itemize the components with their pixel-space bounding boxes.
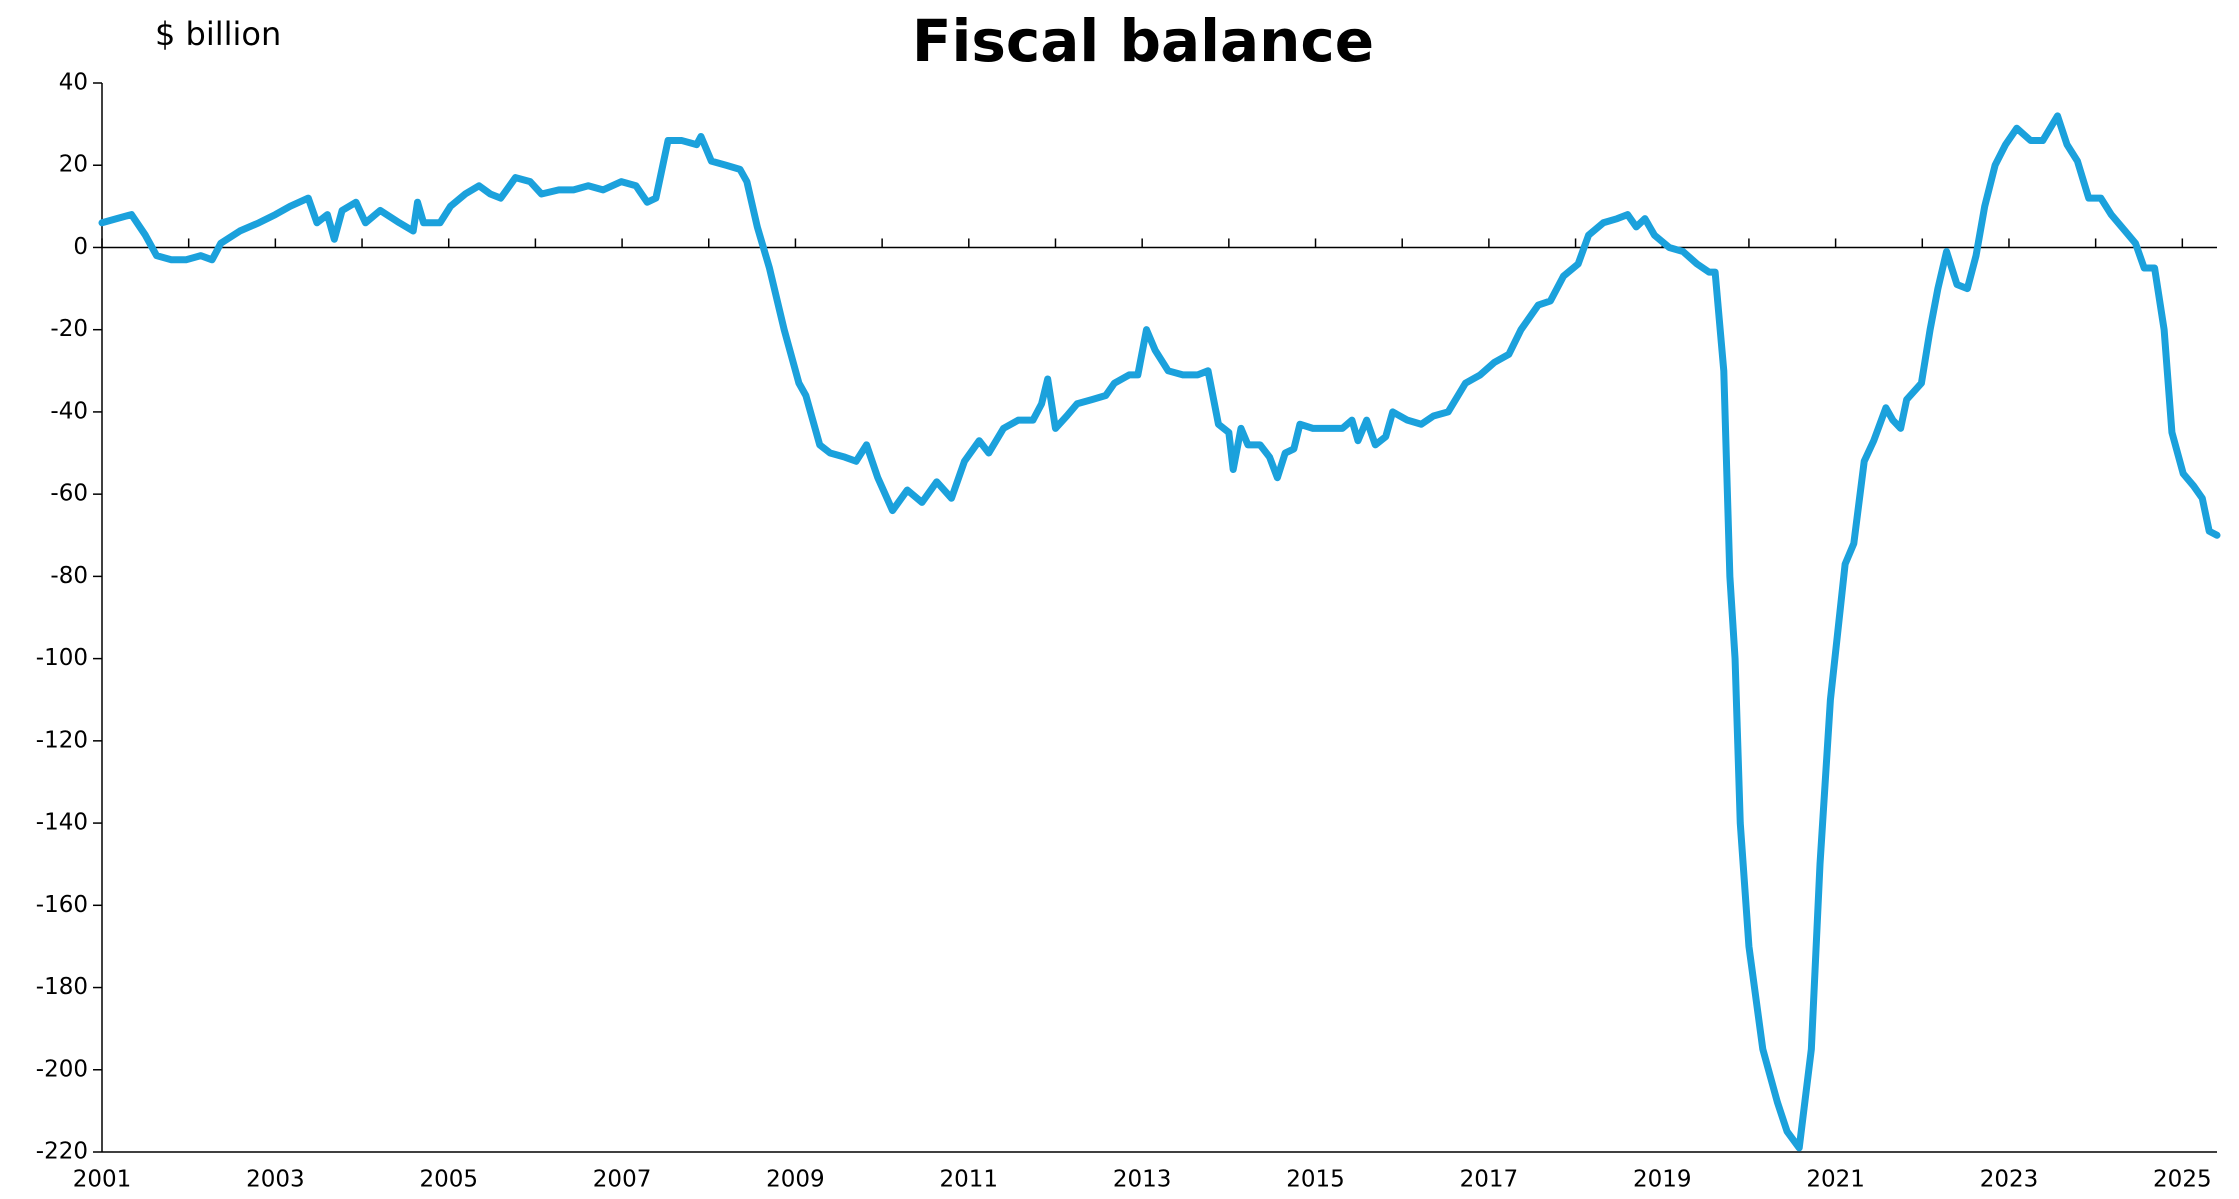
x-tick-label: 2019	[1633, 1167, 1692, 1193]
y-axis-label: $ billion	[155, 15, 281, 53]
y-tick-label: -40	[50, 398, 88, 424]
y-tick-label: -100	[36, 645, 88, 671]
x-tick-label: 2001	[73, 1167, 132, 1193]
chart-title: Fiscal balance	[912, 7, 1374, 75]
x-tick-label: 2005	[419, 1167, 478, 1193]
x-tick-label: 2009	[766, 1167, 825, 1193]
x-tick-label: 2023	[1980, 1167, 2039, 1193]
x-tick-label: 2003	[246, 1167, 305, 1193]
x-tick-label: 2015	[1286, 1167, 1345, 1193]
x-tick-label: 2013	[1113, 1167, 1172, 1193]
x-tick-label: 2017	[1460, 1167, 1519, 1193]
y-tick-label: 40	[59, 70, 88, 96]
y-tick-label: -160	[36, 892, 88, 918]
data-line	[98, 112, 2221, 1152]
x-tick-label: 2011	[940, 1167, 999, 1193]
y-tick-label: -140	[36, 810, 88, 836]
y-tick-label: -180	[36, 974, 88, 1000]
y-tick-label: -60	[50, 481, 88, 507]
x-tick-label: 2021	[1806, 1167, 1865, 1193]
y-tick-label: 20	[59, 152, 88, 178]
y-tick-label: -200	[36, 1056, 88, 1082]
y-tick-label: -20	[50, 316, 88, 342]
y-tick-label: -80	[50, 563, 88, 589]
x-tick-label: 2007	[593, 1167, 652, 1193]
y-tick-label: -120	[36, 727, 88, 753]
y-tick-label: -220	[36, 1139, 88, 1165]
x-tick-label: 2025	[2153, 1167, 2212, 1193]
y-tick-label: 0	[73, 234, 88, 260]
